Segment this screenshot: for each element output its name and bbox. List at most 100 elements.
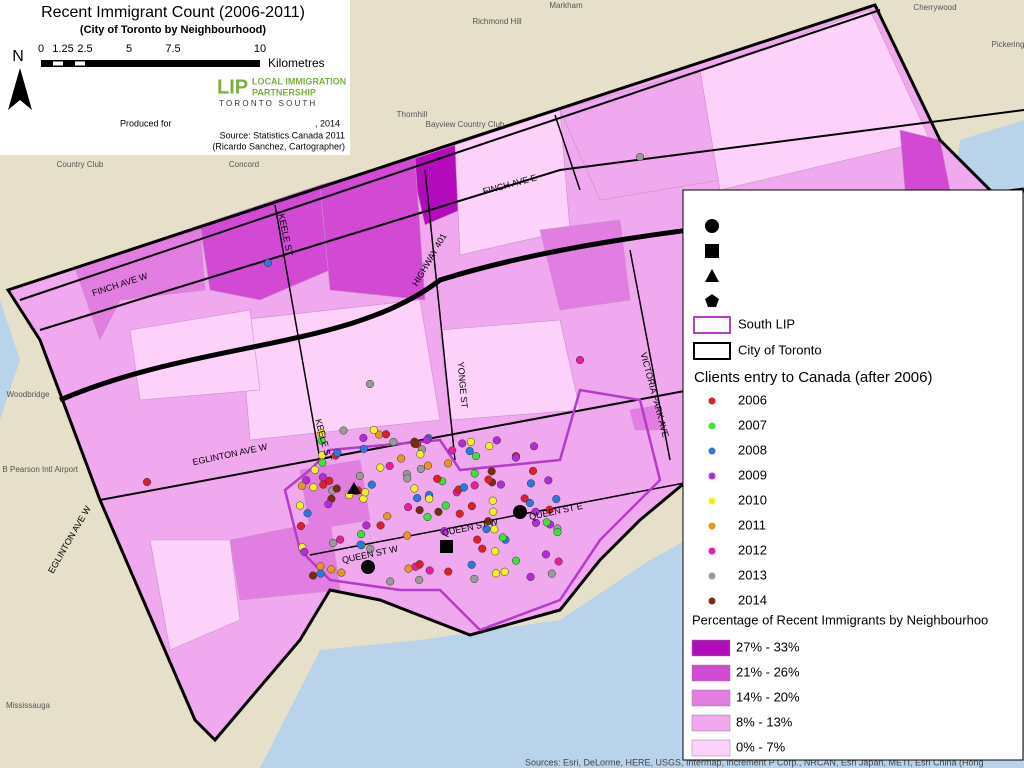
legend-label: 27% - 33%: [736, 639, 800, 654]
road: [274, 204, 321, 461]
client-dot: [423, 461, 432, 470]
client-dot: [318, 458, 327, 467]
client-dot: [355, 471, 364, 480]
scale-bar-gap: [53, 61, 63, 66]
client-dot: [310, 465, 319, 474]
client-dot: [367, 480, 376, 489]
logo-line: LOCAL IMMIGRATION: [252, 76, 346, 86]
street-label: YONGE ST: [456, 361, 470, 409]
road: [629, 249, 671, 461]
legend-label: City of Toronto: [738, 342, 822, 357]
client-dot: [489, 507, 498, 516]
legend-label: 2012: [738, 542, 767, 557]
scale-tick-label: 2.5: [77, 43, 92, 55]
subtitle: (City of Toronto by Neighbourhood): [80, 24, 266, 36]
client-dot: [554, 557, 563, 566]
title: Recent Immigrant Count (2006-2011): [41, 4, 305, 21]
client-dot: [415, 560, 424, 569]
legend-dot: [708, 497, 716, 505]
client-dot: [410, 484, 419, 493]
legend-swatch: [691, 664, 731, 682]
place-label: Richmond Hill: [472, 17, 522, 26]
place-label: Concord: [229, 160, 259, 169]
client-dot: [308, 571, 318, 580]
client-dot: [336, 535, 345, 544]
client-dot: [296, 521, 306, 531]
cartographer: (Ricardo Sanchez, Cartographer): [212, 141, 345, 151]
road: [19, 9, 881, 301]
scale-unit: Kilometres: [268, 56, 325, 70]
legend-label: 2014: [738, 592, 767, 607]
place-label: Markham: [549, 1, 583, 10]
client-dot: [575, 355, 585, 365]
client-dot: [337, 568, 346, 577]
client-dot: [295, 501, 305, 510]
client-dot: [491, 569, 501, 578]
client-dot: [142, 477, 152, 487]
legend-title: Clients entry to Canada (after 2006): [694, 369, 932, 386]
legend-label: 2011: [738, 517, 766, 532]
legend-swatch: [691, 714, 731, 732]
client-dot: [386, 577, 395, 586]
legend-box: [682, 189, 1024, 761]
river: [0, 300, 20, 420]
client-dot: [458, 439, 467, 448]
client-dot: [496, 480, 505, 489]
client-dot: [484, 517, 493, 526]
client-dot: [316, 569, 325, 578]
client-dot: [339, 426, 348, 435]
logo-line: T O R O N T O S O U T H: [219, 99, 315, 108]
client-dot: [470, 574, 479, 583]
client-dot: [369, 425, 378, 435]
office-circle: [361, 560, 375, 574]
scale-tick-label: 7.5: [165, 43, 180, 55]
source: Source: Statistics Canada 2011: [220, 130, 345, 140]
place-label: Cherrywood: [913, 3, 956, 12]
client-dot: [422, 435, 432, 444]
client-dot: [425, 494, 434, 503]
client-dot: [498, 533, 507, 542]
legend-label: 2008: [738, 442, 767, 457]
client-dot: [485, 441, 494, 451]
client-dot: [316, 562, 325, 571]
legend-dot: [708, 597, 716, 605]
client-dot: [531, 518, 541, 527]
legend-swatch: [691, 639, 731, 657]
client-dot: [359, 444, 368, 453]
client-dot: [416, 464, 425, 474]
city-boundary: [5, 3, 992, 743]
legend-dot: [708, 422, 716, 430]
place-label: Bayview Country Club: [426, 120, 505, 129]
client-dot: [541, 550, 551, 559]
road: [39, 109, 1024, 331]
client-dot: [263, 258, 273, 268]
client-dot: [403, 531, 412, 540]
year: , 2014: [315, 118, 340, 128]
legend-swatch: [691, 739, 731, 757]
legend-label: 2007: [738, 417, 767, 432]
client-dot: [425, 566, 434, 575]
client-dot: [319, 480, 328, 489]
legend-label: South LIP: [738, 316, 795, 331]
legend-dot: [708, 447, 716, 455]
legend-label: 2009: [738, 467, 767, 482]
office-square: [440, 540, 453, 553]
client-dot: [530, 442, 539, 451]
scale-tick-label: 0: [38, 43, 44, 55]
place-label: Thornhill: [397, 110, 428, 119]
legend-dot: [708, 547, 716, 555]
client-dot: [413, 494, 422, 503]
client-dot: [511, 556, 521, 565]
client-dot: [470, 481, 479, 490]
client-dot: [547, 569, 556, 578]
client-dot: [444, 567, 453, 576]
client-dot: [376, 463, 385, 472]
client-dot: [500, 567, 509, 576]
legend-boundary: [693, 316, 731, 334]
client-dot: [448, 446, 457, 455]
client-dot: [385, 461, 394, 470]
legend-dot: [708, 572, 716, 580]
client-dot: [365, 379, 375, 389]
neighbourhood: [239, 299, 441, 441]
